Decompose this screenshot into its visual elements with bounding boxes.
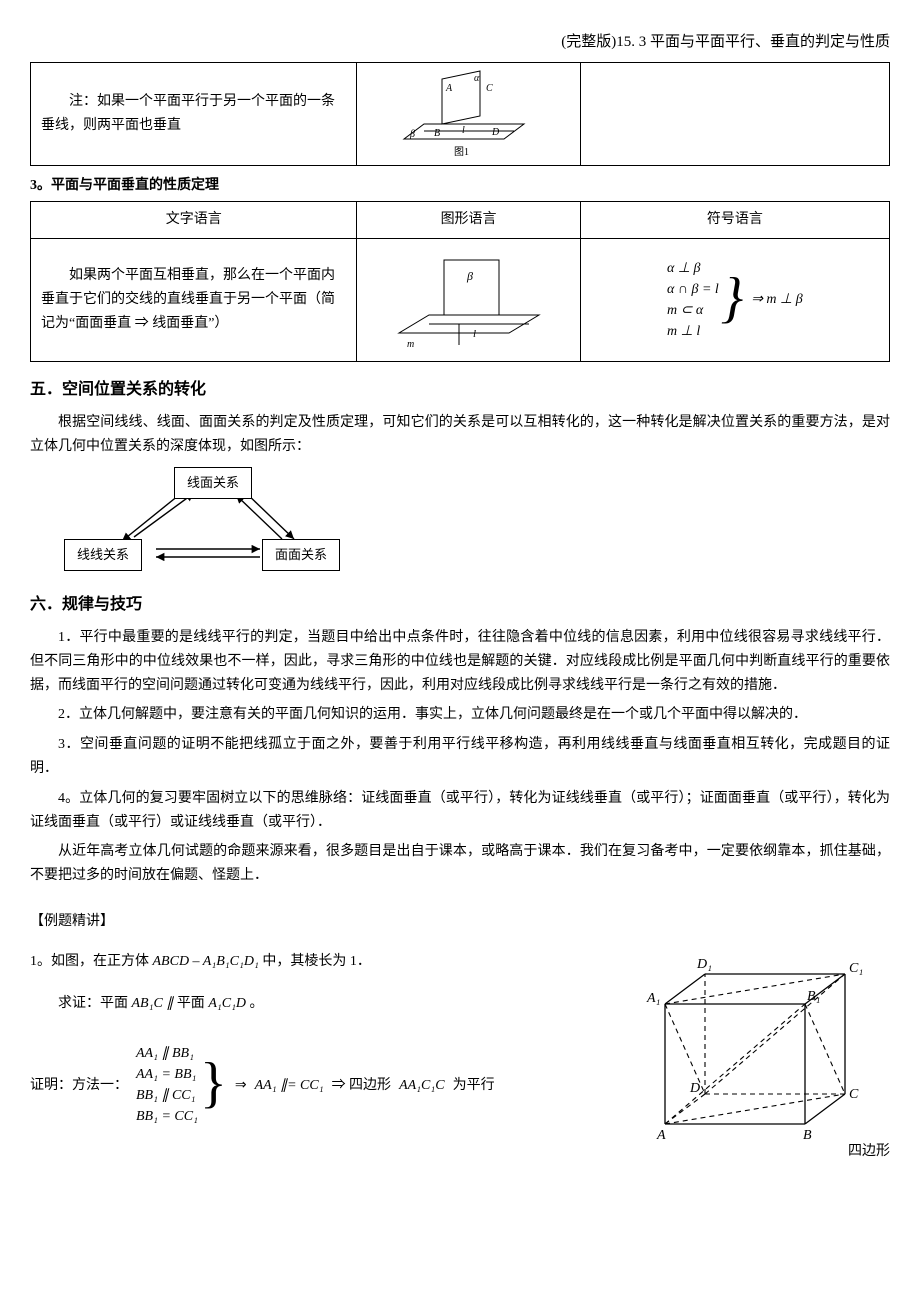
intro-note-cell: 注：如果一个平面平行于另一个平面的一条垂线，则两平面也垂直 xyxy=(31,62,357,165)
sym-line-4: m ⊥ l xyxy=(667,321,719,342)
cube-figure: A B C D A₁ B₁ C₁ D₁ xyxy=(635,944,885,1144)
sym-line-2: α ∩ β = l xyxy=(667,279,719,300)
sym-result: ⇒ m ⊥ β xyxy=(751,288,803,312)
svg-text:m: m xyxy=(407,339,414,350)
svg-text:D: D xyxy=(491,127,500,138)
rel-left: 线线关系 xyxy=(64,539,142,571)
svg-text:C: C xyxy=(849,1087,859,1102)
rule-4: 4。立体几何的复习要牢固树立以下的思维脉络：证线面垂直（或平行），转化为证线线垂… xyxy=(30,787,890,835)
rule-5: 从近年高考立体几何试题的命题来源来看，很多题目是出自于课本，或略高于课本．我们在… xyxy=(30,840,890,888)
th-fig-cell: β l m xyxy=(357,239,580,362)
section-6-title: 六．规律与技巧 xyxy=(30,591,890,618)
ex1-gb: AB₁C ∥ xyxy=(132,996,174,1011)
ex1-ge: 。 xyxy=(246,996,264,1011)
svg-text:A₁: A₁ xyxy=(646,991,660,1006)
theorem-table: 文字语言 图形语言 符号语言 如果两个平面互相垂直，那么在一个平面内垂直于它们的… xyxy=(30,201,890,362)
svg-text:A: A xyxy=(656,1128,666,1143)
ex1-gc: 平面 xyxy=(173,996,208,1011)
svg-text:图1: 图1 xyxy=(454,146,469,158)
ex1-gd: A₁C₁D xyxy=(208,996,246,1011)
intro-figure-cell: α A C B l D β 图1 xyxy=(357,62,580,165)
svg-text:l: l xyxy=(462,125,465,136)
ex1-l1c: 中，其棱长为 1． xyxy=(259,954,371,969)
proof-trail: 四边形 xyxy=(630,1140,890,1164)
figure-2: β l m xyxy=(389,245,549,355)
intro-table: 注：如果一个平面平行于另一个平面的一条垂线，则两平面也垂直 α A C B l xyxy=(30,62,890,166)
sym-line-1: α ⊥ β xyxy=(667,258,719,279)
svg-text:D: D xyxy=(689,1081,700,1096)
svg-text:B: B xyxy=(434,128,440,139)
th-sym-cell: α ⊥ β α ∩ β = l m ⊂ α m ⊥ l } ⇒ m ⊥ β xyxy=(580,239,889,362)
pf-imp-a: ⇒ xyxy=(235,1074,247,1098)
svg-text:C: C xyxy=(486,83,493,94)
ex1-l1b: ABCD – A₁B₁C₁D₁ xyxy=(153,954,259,969)
svg-text:B₁: B₁ xyxy=(807,989,820,1004)
pf-line-3: BB₁ ∥ CC₁ xyxy=(136,1085,198,1106)
section-5-body: 根据空间线线、线面、面面关系的判定及性质定理，可知它们的关系是可以互相转化的，这… xyxy=(30,411,890,459)
brace-icon: } xyxy=(721,270,743,326)
rel-right: 面面关系 xyxy=(262,539,340,571)
svg-text:A: A xyxy=(445,83,453,94)
ex1-goal: 求证：平面 AB₁C ∥ 平面 A₁C₁D 。 xyxy=(58,992,610,1016)
rule-3: 3．空间垂直问题的证明不能把线孤立于面之外，要善于利用平行线平移构造，再利用线线… xyxy=(30,733,890,781)
pf-imp-d: AA₁C₁C xyxy=(399,1074,445,1098)
th-text: 如果两个平面互相垂直，那么在一个平面内垂直于它们的交线的直线垂直于另一个平面（简… xyxy=(41,264,346,335)
svg-text:D₁: D₁ xyxy=(696,957,712,972)
pf-imp-b: AA₁ ∥= CC₁ xyxy=(255,1074,324,1098)
rule-1: 1．平行中最重要的是线线平行的判定，当题目中给出中点条件时，往往隐含着中位线的信… xyxy=(30,626,890,697)
svg-text:C₁: C₁ xyxy=(849,961,863,976)
subheading-3: 3。平面与平面垂直的性质定理 xyxy=(30,174,890,198)
pf-imp-e: 为平行 xyxy=(453,1074,495,1098)
sym-line-3: m ⊂ α xyxy=(667,300,719,321)
pf-line-2: AA₁ = BB₁ xyxy=(136,1064,198,1085)
proof-label: 证明：方法一： xyxy=(30,1074,128,1098)
pf-line-1: AA₁ ∥ BB₁ xyxy=(136,1043,198,1064)
rel-top: 线面关系 xyxy=(174,467,252,499)
ex1-ga: 求证：平面 xyxy=(58,996,132,1011)
proof-brace-icon: } xyxy=(200,1055,227,1111)
intro-blank-cell xyxy=(580,62,889,165)
svg-text:l: l xyxy=(473,328,476,340)
rule-2: 2．立体几何解题中，要注意有关的平面几何知识的运用．事实上，立体几何问题最终是在… xyxy=(30,703,890,727)
th-text-cell: 如果两个平面互相垂直，那么在一个平面内垂直于它们的交线的直线垂直于另一个平面（简… xyxy=(31,239,357,362)
section-5-title: 五．空间位置关系的转化 xyxy=(30,376,890,403)
figure-1: α A C B l D β 图1 xyxy=(394,69,544,159)
pf-line-4: BB₁ = CC₁ xyxy=(136,1106,198,1127)
svg-text:α: α xyxy=(474,73,480,84)
relation-diagram: 线面关系 线线关系 面面关系 xyxy=(44,467,364,577)
ex1-l1a: 1。如图，在正方体 xyxy=(30,954,153,969)
svg-text:B: B xyxy=(803,1128,812,1143)
ex1-line1: 1。如图，在正方体 ABCD – A₁B₁C₁D₁ 中，其棱长为 1． xyxy=(30,950,610,974)
examples-header: 【例题精讲】 xyxy=(30,910,890,934)
svg-text:β: β xyxy=(409,129,415,140)
intro-note: 注：如果一个平面平行于另一个平面的一条垂线，则两平面也垂直 xyxy=(41,94,335,133)
th-fig-header: 图形语言 xyxy=(357,202,580,239)
th-sym-header: 符号语言 xyxy=(580,202,889,239)
pf-imp-c: ⇒ 四边形 xyxy=(332,1074,392,1098)
page-header: (完整版)15. 3 平面与平面平行、垂直的判定与性质 xyxy=(30,30,890,56)
th-text-header: 文字语言 xyxy=(31,202,357,239)
svg-text:β: β xyxy=(466,269,473,283)
